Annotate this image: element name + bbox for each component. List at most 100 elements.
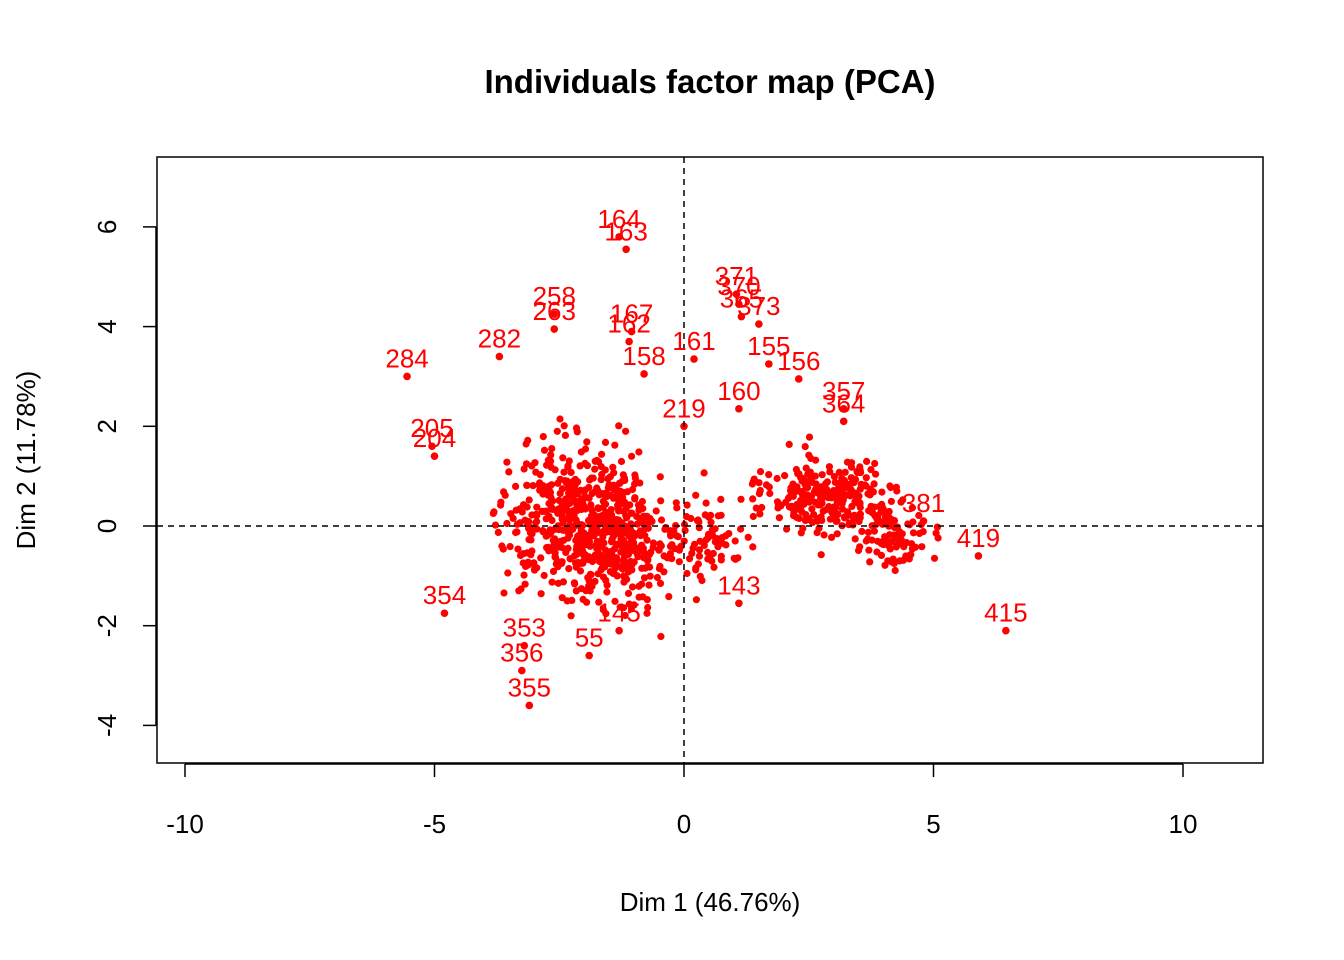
data-point [889, 555, 897, 563]
data-point [840, 514, 849, 522]
data-point [598, 450, 606, 458]
x-tick-label: -5 [423, 809, 446, 839]
data-point [536, 486, 544, 494]
data-point [675, 558, 683, 566]
data-point [567, 612, 575, 620]
data-point [915, 511, 923, 520]
data-point [575, 504, 583, 512]
data-point [537, 554, 545, 562]
data-point [807, 492, 816, 501]
data-point [596, 518, 605, 526]
data-point [579, 559, 587, 567]
data-point [765, 471, 773, 479]
data-point [893, 487, 901, 495]
data-point [836, 490, 845, 498]
data-point [553, 427, 561, 435]
data-point [545, 499, 553, 508]
data-point [549, 567, 558, 576]
data-point [826, 515, 835, 523]
data-point [562, 548, 570, 557]
y-axis-title: Dim 2 (11.78%) [11, 371, 41, 550]
data-point [529, 482, 537, 490]
point-label: 143 [717, 570, 760, 600]
data-point [564, 529, 572, 537]
data-point [805, 498, 813, 506]
data-point [919, 528, 927, 536]
data-point [533, 564, 541, 572]
data-point [773, 474, 781, 483]
data-point [810, 510, 818, 519]
data-point [646, 515, 654, 523]
data-point [933, 523, 942, 531]
data-point [766, 489, 774, 498]
data-point [532, 519, 540, 527]
data-point [737, 525, 745, 533]
data-point [518, 508, 526, 516]
data-point [548, 516, 556, 525]
point-label: 381 [902, 488, 945, 518]
data-point [595, 557, 604, 566]
point-label: 371 [715, 261, 758, 291]
data-point [631, 471, 639, 479]
data-point [708, 557, 716, 565]
data-point [801, 516, 810, 525]
data-point [586, 542, 594, 550]
data-point [583, 462, 592, 470]
data-point [827, 494, 836, 502]
data-point [615, 233, 623, 241]
y-tick-label: -2 [92, 614, 122, 637]
data-point [804, 484, 812, 492]
data-point [587, 474, 595, 482]
data-point [856, 543, 864, 551]
data-point [552, 554, 560, 562]
data-point [696, 572, 704, 580]
data-point [610, 570, 618, 578]
point-label: 370 [717, 271, 760, 301]
data-point [744, 533, 752, 541]
data-point [839, 405, 848, 413]
data-point [520, 501, 528, 509]
data-point [577, 448, 585, 456]
data-point [591, 551, 599, 559]
data-point [428, 442, 436, 451]
data-point [576, 567, 585, 575]
data-point [800, 498, 808, 506]
data-point [872, 470, 880, 478]
data-point [898, 530, 906, 538]
y-tick-label: 2 [92, 419, 122, 433]
data-point [621, 611, 629, 620]
data-point [838, 505, 847, 513]
data-point [784, 494, 793, 502]
data-point [830, 473, 839, 481]
data-point [867, 466, 875, 474]
data-point [655, 546, 663, 554]
data-point [619, 494, 627, 502]
data-point [549, 526, 558, 534]
data-point [774, 501, 783, 509]
data-point [560, 468, 568, 476]
data-point [886, 545, 894, 553]
data-point [890, 531, 898, 539]
point-label: 373 [737, 291, 780, 321]
data-point [576, 539, 585, 548]
data-point [570, 511, 578, 520]
data-point [622, 427, 630, 435]
data-point [500, 488, 508, 496]
data-point [637, 530, 645, 538]
data-point [714, 543, 722, 551]
data-point [660, 568, 668, 576]
data-point [595, 598, 603, 606]
data-point [686, 555, 694, 563]
data-point [617, 518, 625, 526]
data-point [495, 352, 504, 361]
data-point [643, 596, 651, 604]
data-point [602, 528, 611, 536]
data-point [591, 488, 599, 496]
data-point [617, 535, 625, 543]
data-point [826, 468, 834, 476]
data-point [635, 545, 644, 553]
data-point [878, 488, 886, 496]
data-point [550, 310, 559, 318]
data-point [522, 460, 531, 468]
